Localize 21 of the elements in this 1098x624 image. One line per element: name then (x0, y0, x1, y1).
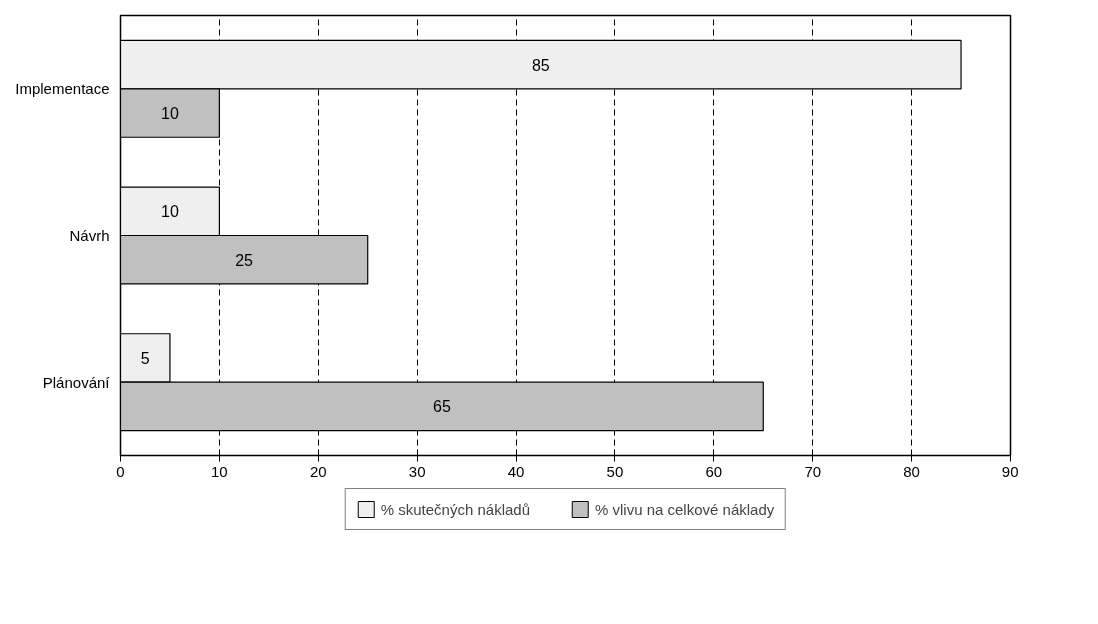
data-label: 10 (161, 105, 179, 123)
data-label: 85 (531, 56, 550, 74)
x-tick-label: 10 (211, 462, 228, 480)
data-label: 10 (161, 203, 179, 221)
data-label: 65 (432, 398, 451, 416)
y-tick-label: Implementace (15, 80, 110, 98)
x-tick-label: 0 (116, 462, 125, 480)
data-label: 5 (140, 349, 150, 367)
data-label: 25 (235, 251, 254, 269)
x-tick-label: 30 (408, 462, 426, 480)
x-tick-label: 50 (606, 462, 624, 480)
y-tick-label: Plánování (42, 373, 111, 391)
x-tick-label: 20 (309, 462, 327, 480)
x-tick-label: 90 (1001, 462, 1019, 480)
x-tick-label: 40 (507, 462, 525, 480)
y-tick-label: Návrh (69, 227, 110, 244)
legend-label: % vlivu na celkové náklady (595, 500, 775, 518)
x-tick-label: 60 (705, 462, 723, 480)
x-tick-label: 80 (903, 462, 920, 480)
x-tick-label: 70 (804, 462, 822, 480)
legend-label: % skutečných nákladů (380, 500, 530, 518)
